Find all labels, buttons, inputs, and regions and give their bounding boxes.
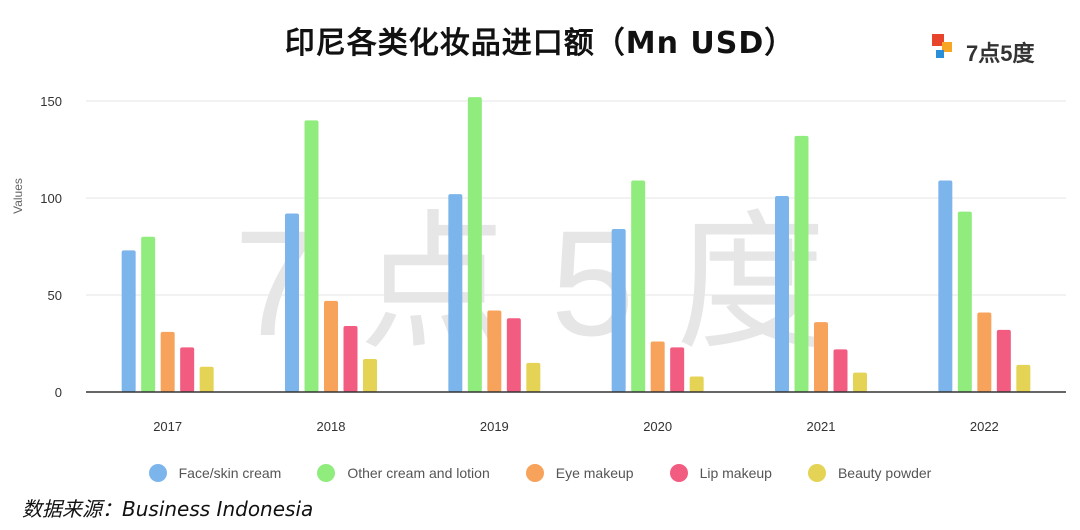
- y-gridlines: [86, 100, 1066, 296]
- x-tick-label: 2019: [480, 419, 509, 434]
- bar-face-2019[interactable]: [448, 194, 463, 392]
- bar-series-group: [121, 97, 1031, 393]
- bar-lip-2020[interactable]: [670, 347, 685, 392]
- legend-item-lip[interactable]: Lip makeup: [669, 460, 772, 486]
- bar-lip-2022[interactable]: [996, 329, 1011, 392]
- x-tick-label: 2020: [643, 419, 672, 434]
- bar-powder-2020[interactable]: [689, 376, 704, 392]
- x-tick-label: 2022: [970, 419, 999, 434]
- y-axis: 0 50 100 150: [40, 94, 62, 400]
- y-tick-label: 50: [48, 288, 62, 303]
- legend-swatch-icon: [525, 464, 544, 482]
- legend-swatch-icon: [317, 464, 336, 482]
- bar-eye-2022[interactable]: [977, 312, 992, 392]
- legend-swatch-icon: [807, 464, 826, 482]
- watermark-text: 7 点 5 度: [234, 199, 826, 367]
- bar-other-2020[interactable]: [631, 180, 646, 392]
- bar-other-2022[interactable]: [957, 211, 972, 392]
- legend-label: Eye makeup: [555, 465, 634, 481]
- bar-other-2019[interactable]: [467, 97, 482, 393]
- legend-label: Lip makeup: [699, 465, 772, 481]
- bar-powder-2019[interactable]: [526, 362, 541, 392]
- bar-lip-2018[interactable]: [343, 326, 358, 392]
- bar-other-2018[interactable]: [304, 120, 319, 393]
- y-axis-label: Values: [11, 178, 25, 214]
- bar-powder-2018[interactable]: [363, 359, 377, 392]
- x-tick-label: 2021: [807, 419, 836, 434]
- bar-powder-2022[interactable]: [1016, 364, 1031, 392]
- legend-swatch-icon: [148, 464, 167, 482]
- bar-face-2021[interactable]: [775, 196, 789, 392]
- chart-legend: Face/skin cream Other cream and lotion Eye…: [0, 460, 1080, 486]
- legend-label: Beauty powder: [837, 465, 932, 481]
- x-tick-label: 2017: [153, 419, 182, 434]
- bar-face-2018[interactable]: [285, 213, 299, 392]
- bar-eye-2019[interactable]: [487, 310, 502, 392]
- bar-face-2020[interactable]: [611, 229, 626, 392]
- legend-swatch-icon: [669, 464, 688, 482]
- brand-logo: 7点5度: [932, 32, 1062, 72]
- bar-lip-2019[interactable]: [506, 318, 521, 392]
- source-note: 数据来源：Business Indonesia: [22, 497, 314, 521]
- legend-item-other[interactable]: Other cream and lotion: [317, 460, 490, 486]
- bar-powder-2021[interactable]: [853, 372, 867, 392]
- chart-title: 印尼各类化妆品进口额（Mn USD）: [284, 26, 796, 61]
- bar-other-2017[interactable]: [141, 236, 156, 392]
- bar-face-2022[interactable]: [938, 180, 953, 392]
- bar-lip-2021[interactable]: [833, 349, 848, 392]
- y-tick-label: 150: [40, 94, 62, 109]
- bar-chart: 7 点 5 度 2017 2018 2019 2020 2021 2022 0 50 100 1…: [11, 94, 1066, 434]
- logo-text: 7点5度: [966, 41, 1035, 66]
- x-axis: 2017 2018 2019 2020 2021 2022: [86, 391, 1066, 434]
- bar-face-2017[interactable]: [121, 250, 136, 392]
- bar-eye-2018[interactable]: [324, 300, 338, 392]
- bar-other-2021[interactable]: [794, 135, 809, 393]
- y-tick-label: 0: [55, 385, 62, 400]
- logo-mark-icon: [932, 34, 952, 58]
- bar-eye-2020[interactable]: [650, 341, 665, 392]
- legend-label: Other cream and lotion: [347, 465, 490, 481]
- legend-item-face[interactable]: Face/skin cream: [148, 460, 282, 486]
- y-tick-label: 100: [40, 191, 62, 206]
- legend-item-eye[interactable]: Eye makeup: [525, 460, 634, 486]
- legend-item-powder[interactable]: Beauty powder: [807, 460, 932, 486]
- x-tick-label: 2018: [317, 419, 346, 434]
- bar-eye-2021[interactable]: [814, 322, 828, 392]
- legend-label: Face/skin cream: [178, 465, 282, 481]
- bar-lip-2017[interactable]: [180, 347, 195, 392]
- bar-eye-2017[interactable]: [160, 331, 175, 392]
- bar-powder-2017[interactable]: [199, 366, 214, 392]
